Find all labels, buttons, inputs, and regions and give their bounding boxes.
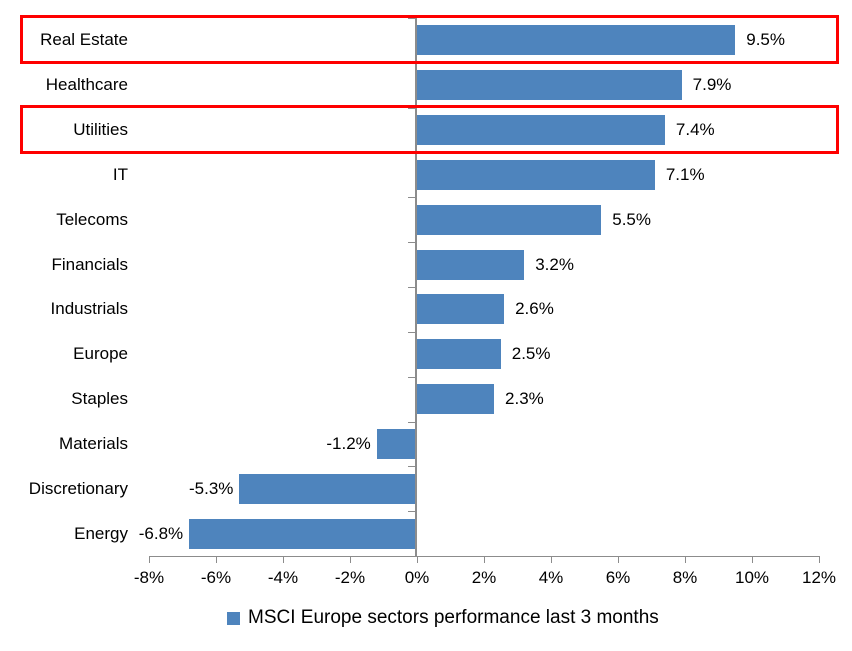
bar bbox=[239, 473, 417, 504]
bar bbox=[417, 159, 655, 190]
bar bbox=[189, 518, 417, 549]
value-label: 7.4% bbox=[675, 120, 715, 140]
legend: MSCI Europe sectors performance last 3 m… bbox=[227, 607, 659, 629]
x-tick bbox=[819, 556, 820, 563]
y-tick bbox=[408, 421, 415, 423]
highlight-box bbox=[20, 105, 839, 155]
value-label: 5.5% bbox=[612, 209, 651, 229]
category-label: Industrials bbox=[50, 299, 128, 319]
bar bbox=[417, 204, 602, 235]
value-label: -5.3% bbox=[189, 478, 234, 498]
bar bbox=[417, 384, 495, 415]
value-label: -1.2% bbox=[326, 433, 371, 453]
y-tick bbox=[408, 376, 415, 378]
category-label: Staples bbox=[71, 389, 128, 409]
bar bbox=[417, 294, 505, 325]
category-label: Materials bbox=[59, 433, 128, 453]
value-label: 7.9% bbox=[692, 75, 732, 95]
value-label: 2.3% bbox=[505, 389, 544, 409]
x-tick bbox=[618, 556, 619, 563]
y-tick bbox=[408, 242, 415, 244]
y-tick bbox=[408, 511, 415, 513]
value-label: -6.8% bbox=[138, 523, 184, 543]
category-label: Telecoms bbox=[56, 209, 128, 229]
value-label: 3.2% bbox=[535, 254, 574, 274]
y-tick bbox=[408, 331, 415, 333]
bar bbox=[376, 428, 417, 459]
x-tick-label: 12% bbox=[801, 568, 837, 587]
category-label: Real Estate bbox=[40, 30, 128, 50]
category-label: Europe bbox=[73, 344, 128, 364]
category-label: Discretionary bbox=[28, 478, 128, 498]
bar bbox=[417, 339, 501, 370]
x-tick-label: -8% bbox=[133, 568, 165, 587]
x-tick bbox=[149, 556, 150, 563]
value-label: 9.5% bbox=[746, 30, 785, 50]
x-tick-label: 6% bbox=[605, 568, 631, 587]
value-label: 2.6% bbox=[515, 299, 554, 319]
bar bbox=[417, 25, 736, 56]
x-tick-label: 10% bbox=[734, 568, 770, 587]
x-tick-label: -2% bbox=[334, 568, 366, 587]
bar bbox=[417, 249, 525, 280]
y-tick bbox=[408, 107, 415, 109]
y-tick bbox=[408, 466, 415, 468]
x-tick bbox=[283, 556, 284, 563]
legend-label: MSCI Europe sectors performance last 3 m… bbox=[248, 607, 659, 628]
highlight-box bbox=[20, 15, 839, 65]
x-tick bbox=[551, 556, 552, 563]
bar bbox=[417, 70, 682, 101]
x-tick-label: 0% bbox=[404, 568, 430, 587]
category-label: Financials bbox=[51, 254, 128, 274]
category-label: Energy bbox=[74, 523, 128, 543]
x-tick-label: 4% bbox=[538, 568, 564, 587]
category-label: Healthcare bbox=[45, 75, 128, 95]
category-label: Utilities bbox=[73, 120, 128, 140]
value-label: 7.1% bbox=[665, 164, 705, 184]
x-tick-label: -6% bbox=[200, 568, 232, 587]
x-tick bbox=[752, 556, 753, 563]
x-tick-label: 2% bbox=[471, 568, 497, 587]
y-axis-line bbox=[415, 18, 417, 556]
x-tick bbox=[484, 556, 485, 563]
bar bbox=[417, 115, 665, 146]
category-label: IT bbox=[112, 164, 128, 184]
x-tick bbox=[216, 556, 217, 563]
y-tick bbox=[408, 287, 415, 288]
y-tick bbox=[408, 197, 415, 199]
x-tick bbox=[685, 556, 686, 563]
y-tick bbox=[408, 18, 415, 19]
value-label: 2.5% bbox=[511, 344, 551, 364]
x-tick bbox=[350, 556, 351, 563]
x-tick bbox=[417, 556, 418, 563]
x-tick-label: -4% bbox=[267, 568, 299, 587]
x-tick-label: 8% bbox=[672, 568, 698, 587]
legend-marker-icon bbox=[227, 611, 240, 625]
